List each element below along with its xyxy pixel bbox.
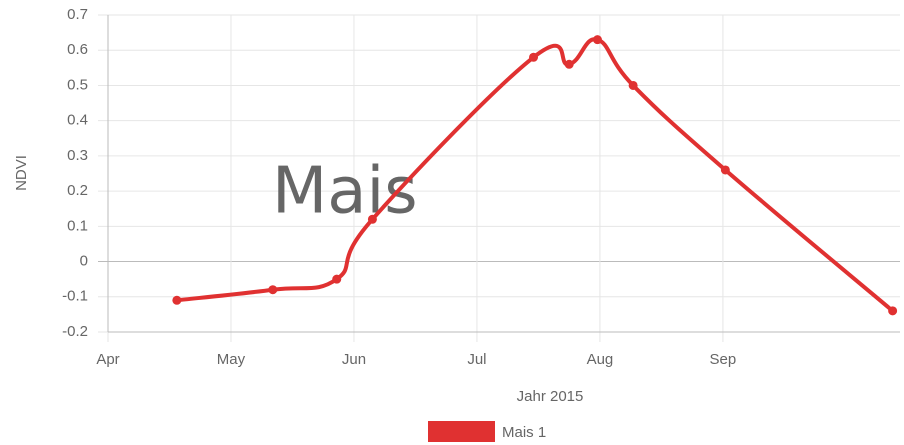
- overlay-label: Mais: [272, 155, 418, 229]
- data-point: [720, 165, 730, 175]
- x-tick-label: Jul: [467, 351, 486, 368]
- y-tick-label: -0.1: [62, 288, 88, 305]
- data-point: [268, 285, 278, 295]
- x-tick-label: May: [217, 351, 246, 368]
- y-tick-label: 0.1: [67, 217, 88, 234]
- y-tick-label: 0.5: [67, 76, 88, 93]
- data-line: [176, 37, 894, 313]
- y-tick-label: 0.2: [67, 182, 88, 199]
- legend-swatch: [428, 421, 495, 442]
- data-point: [888, 306, 898, 316]
- x-tick-label: Apr: [96, 351, 119, 368]
- y-tick-label: 0.3: [67, 147, 88, 164]
- data-point: [529, 52, 539, 62]
- x-tick-label: Sep: [710, 351, 737, 368]
- x-tick-label: Jun: [342, 351, 366, 368]
- data-point: [332, 274, 342, 284]
- y-tick-label: 0.6: [67, 41, 88, 58]
- y-tick-label: 0.7: [67, 6, 88, 23]
- y-axis-title: NDVI: [13, 155, 30, 191]
- legend-label: Mais 1: [502, 424, 546, 441]
- y-tick-label: -0.2: [62, 323, 88, 340]
- data-point: [564, 59, 574, 69]
- data-point: [592, 35, 602, 45]
- data-point: [172, 295, 182, 305]
- y-tick-label: 0.4: [67, 112, 88, 129]
- y-tick-label: 0: [80, 253, 88, 270]
- x-tick-label: Aug: [587, 351, 614, 368]
- data-point: [628, 80, 638, 90]
- data-point: [367, 214, 377, 224]
- x-axis-title: Jahr 2015: [517, 388, 584, 405]
